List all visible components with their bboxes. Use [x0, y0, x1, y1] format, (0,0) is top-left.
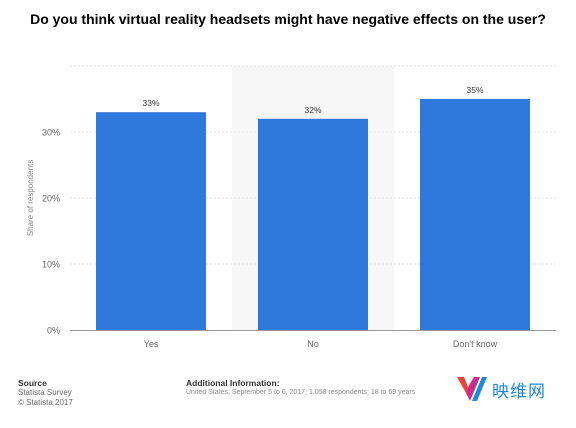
y-axis-title: Share of respondents — [26, 160, 35, 237]
additional-info-block: Additional Information: United States; S… — [186, 378, 415, 398]
y-tick-label: 10% — [42, 260, 60, 270]
bar-value-label: 33% — [142, 98, 159, 108]
bar — [96, 112, 206, 330]
y-tick-label: 0% — [47, 326, 60, 336]
x-tick-label: Don't know — [453, 339, 498, 349]
bar — [420, 99, 530, 330]
yv-logo-icon — [457, 377, 487, 401]
x-tick-label: Yes — [144, 339, 159, 349]
bar-value-label: 32% — [304, 105, 321, 115]
additional-info-text: United States; September 5 to 6, 2017; 1… — [186, 389, 416, 396]
source-heading: Source — [18, 378, 47, 388]
bar — [258, 118, 368, 330]
x-tick-label: No — [307, 339, 319, 349]
chart-title: Do you think virtual reality headsets mi… — [30, 11, 546, 27]
watermark-text: 映维网 — [492, 381, 546, 401]
y-tick-label: 20% — [42, 194, 60, 204]
additional-info-heading: Additional Information: — [186, 378, 280, 388]
source-block: Source Statista Survey © Statista 2017 — [18, 378, 73, 408]
watermark: 映维网 — [456, 375, 546, 403]
y-tick-label: 30% — [42, 128, 60, 138]
source-line-copyright: © Statista 2017 — [18, 398, 73, 407]
bar-value-label: 35% — [466, 85, 483, 95]
source-line-survey: Statista Survey — [18, 388, 72, 397]
